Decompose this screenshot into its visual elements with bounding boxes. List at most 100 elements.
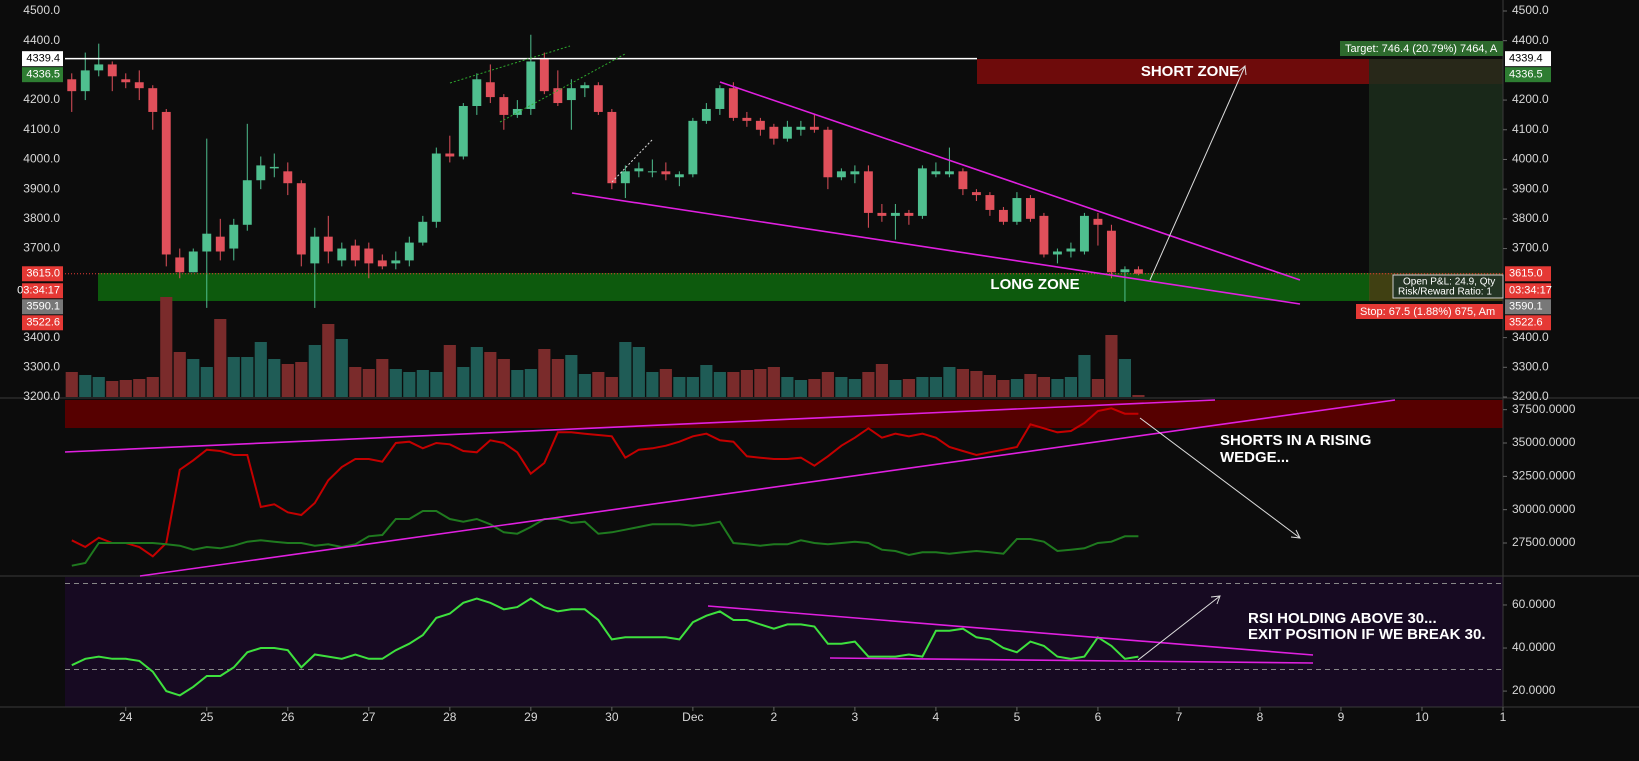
- candle-body: [742, 117, 752, 121]
- candle-body: [296, 183, 306, 255]
- volume-bar: [578, 374, 591, 397]
- x-tick-label: 1: [1500, 710, 1507, 724]
- y-tick-label: 4500.0: [1512, 3, 1549, 17]
- candle-body: [863, 171, 873, 213]
- volume-bar: [875, 364, 888, 397]
- candle-body: [539, 58, 549, 92]
- price-marker-label: 4339.4: [26, 53, 60, 65]
- volume-bar: [902, 379, 915, 397]
- y-tick-label: 3400.0: [1512, 330, 1549, 344]
- volume-bar: [1024, 374, 1037, 397]
- candle-body: [202, 233, 212, 252]
- candle-body: [1120, 269, 1130, 273]
- candle-body: [607, 111, 617, 184]
- candle-body: [188, 251, 198, 273]
- y-tick-label: 3900.0: [1512, 181, 1549, 195]
- x-tick-label: 28: [443, 710, 457, 724]
- volume-bar: [551, 359, 564, 397]
- volume-bar: [835, 377, 848, 397]
- candle-body: [418, 221, 428, 243]
- volume-bar: [808, 379, 821, 397]
- volume-bar: [241, 357, 254, 397]
- volume-bar: [1132, 395, 1145, 397]
- y-tick-label: 3900.0: [23, 181, 60, 195]
- candle-body: [850, 171, 860, 175]
- volume-bar: [713, 372, 726, 397]
- x-tick-label: 6: [1095, 710, 1102, 724]
- volume-bar: [389, 369, 402, 397]
- arrow-head: [1237, 65, 1247, 76]
- volume-bar: [308, 345, 321, 397]
- candle-body: [1052, 251, 1062, 255]
- candle-body: [904, 212, 914, 216]
- candle-body: [620, 171, 630, 184]
- volume-bar: [524, 369, 537, 397]
- volume-bar: [281, 364, 294, 397]
- price-marker: [22, 315, 63, 331]
- series-line: [71, 597, 1139, 697]
- y-tick-label: 4100.0: [23, 122, 60, 136]
- volume-bar: [173, 352, 186, 397]
- price-marker-label: 4336.5: [26, 69, 60, 81]
- y-tick-label: 32500.0000: [1512, 469, 1576, 483]
- x-tick-label: 5: [1014, 710, 1021, 724]
- price-marker: [1505, 266, 1551, 282]
- y-tick-label: 4100.0: [1512, 122, 1549, 136]
- candle-body: [94, 64, 104, 71]
- volume-bar: [362, 369, 375, 397]
- candle-body: [580, 85, 590, 89]
- volume-bar: [92, 377, 105, 397]
- y-tick-label: 4200.0: [23, 92, 60, 106]
- annotation: SHORTS IN A RISING: [1220, 432, 1371, 449]
- volume-bar: [322, 324, 335, 397]
- candle-body: [755, 120, 765, 130]
- price-marker: [1505, 283, 1551, 299]
- price-marker-label: 3590.1: [1509, 301, 1543, 313]
- candle-body: [1079, 215, 1089, 252]
- y-tick-label: 3700.0: [23, 241, 60, 255]
- candle-body: [917, 168, 927, 216]
- volume-bar: [848, 379, 861, 397]
- volume-bar: [484, 352, 497, 397]
- volume-bar: [187, 359, 200, 397]
- candle-body: [229, 224, 239, 249]
- candle-body: [796, 126, 806, 130]
- volume-bar: [889, 380, 902, 397]
- candle-body: [485, 82, 495, 98]
- candle-body: [1093, 218, 1103, 225]
- candle-body: [404, 242, 414, 261]
- x-tick-label: 7: [1176, 710, 1183, 724]
- candle-body: [688, 120, 698, 175]
- volume-bar: [956, 369, 969, 397]
- target-label: Target: 746.4 (20.79%) 7464, A: [1345, 43, 1498, 55]
- pnl-label: Open P&L: 24.9, Qty: [1403, 277, 1495, 288]
- volume-bar: [268, 359, 281, 397]
- volume-bar: [632, 347, 645, 397]
- candle-body: [283, 171, 293, 184]
- volume-bar: [673, 377, 686, 397]
- candle-body: [566, 88, 576, 101]
- arrow: [1139, 417, 1301, 539]
- x-tick-label: 30: [605, 710, 619, 724]
- candle-body: [364, 248, 374, 264]
- candle-body: [998, 209, 1008, 222]
- x-tick-label: 9: [1338, 710, 1345, 724]
- volume-bar: [686, 377, 699, 397]
- arrow: [1137, 595, 1221, 661]
- candle-body: [715, 88, 725, 109]
- volume-bar: [65, 372, 78, 397]
- y-tick-label: 4000.0: [23, 152, 60, 166]
- annotation: RSI HOLDING ABOVE 30...: [1248, 610, 1437, 627]
- candle-body: [337, 248, 347, 261]
- volume-bar: [592, 372, 605, 397]
- x-tick-label: 27: [362, 710, 376, 724]
- x-tick-label: Dec: [682, 710, 703, 724]
- volume-bar: [1064, 377, 1078, 397]
- candle-body: [1066, 248, 1076, 252]
- volume-bar: [1091, 379, 1105, 397]
- x-tick-label: 8: [1257, 710, 1264, 724]
- volume-bar: [943, 367, 956, 397]
- candle-body: [647, 171, 657, 173]
- trendline: [571, 192, 1301, 305]
- price-marker: [1505, 67, 1551, 83]
